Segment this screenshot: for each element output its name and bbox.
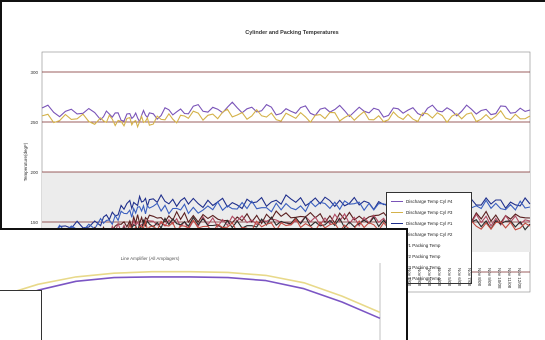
legend-swatch [391, 212, 403, 213]
y-tick-label: 200 [30, 170, 38, 175]
legend-label: #1 Packing Temp [406, 243, 441, 248]
line-amplifier-chart: Line Amplifier (All Amplagers) [0, 228, 408, 340]
legend-box [0, 290, 42, 340]
y-axis-label: Temperature(degF) [23, 142, 28, 181]
series-line-2 [0, 276, 381, 320]
chart-title: Cylinder and Packing Temperatures [245, 30, 338, 36]
legend-swatch [391, 201, 403, 202]
plot-area [0, 263, 381, 340]
legend-swatch [391, 223, 403, 224]
legend-label: #4 Packing Temp [406, 276, 441, 281]
series-line-2 [41, 108, 531, 129]
y-tick-label: 150 [30, 220, 38, 225]
legend-label: Discharge Temp Cyl #1 [406, 221, 453, 226]
legend-label: #2 Packing Temp [406, 254, 441, 259]
legend-label: Discharge Temp Cyl #2 [406, 232, 453, 237]
chart-title: Line Amplifier (All Amplagers) [121, 256, 180, 261]
y-tick-label: 300 [30, 70, 38, 75]
legend-label: Discharge Temp Cyl #4 [406, 199, 453, 204]
y-tick-label: 250 [30, 120, 38, 125]
legend-entry: Discharge Temp Cyl #4 [391, 196, 468, 207]
legend-label: #3 Packing Temp [406, 265, 441, 270]
legend-label: Discharge Temp Cyl #3 [406, 210, 453, 215]
series-line-1 [41, 101, 531, 124]
legend-entry: Discharge Temp Cyl #1 [391, 218, 468, 229]
amplifier-chart-svg: Line Amplifier (All Amplagers) [0, 256, 381, 340]
legend-entry: Discharge Temp Cyl #3 [391, 207, 468, 218]
series-line-1 [0, 270, 381, 314]
